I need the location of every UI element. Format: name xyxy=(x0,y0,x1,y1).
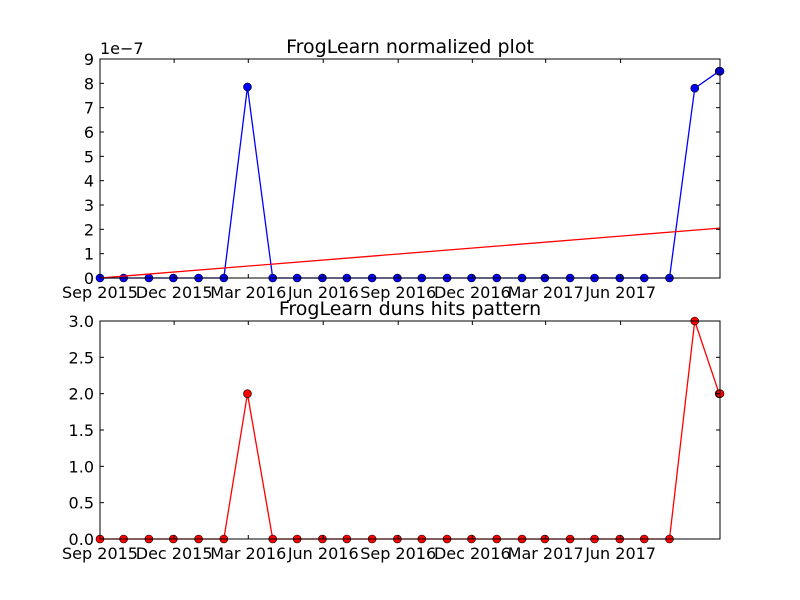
y-tick-label: 1.0 xyxy=(69,457,94,476)
y-offset-label: 1e−7 xyxy=(100,39,144,58)
y-tick-label: 1 xyxy=(84,245,94,264)
y-tick-label: 2.5 xyxy=(69,348,94,367)
x-tick-label: Jun 2016 xyxy=(287,544,359,563)
y-tick-label: 0 xyxy=(84,269,94,288)
x-tick-label: Jun 2016 xyxy=(287,283,359,302)
data-point xyxy=(243,82,252,92)
x-tick-label: Jun 2017 xyxy=(584,544,656,563)
y-tick-label: 5 xyxy=(84,147,94,166)
plot-frame xyxy=(99,320,721,540)
x-tick-label: Mar 2017 xyxy=(508,283,584,302)
x-tick-label: Sep 2015 xyxy=(62,283,138,302)
y-tick-label: 2.0 xyxy=(69,385,94,404)
data-point xyxy=(690,83,700,93)
x-tick-label: Mar 2016 xyxy=(210,544,286,563)
chart-title: FrogLearn normalized plot xyxy=(286,36,534,58)
y-tick-label: 8 xyxy=(84,74,94,93)
x-tick-label: Sep 2016 xyxy=(360,283,436,302)
x-tick-label: Mar 2017 xyxy=(508,544,584,563)
y-tick-label: 1.5 xyxy=(69,421,94,440)
x-tick-label: Mar 2016 xyxy=(210,283,286,302)
normalized-plot-chart: FrogLearn normalized plot 1e−7 0 1 2 3 4 5 6 7 8… xyxy=(62,36,725,302)
y-tick-label: 6 xyxy=(84,123,94,142)
y-tick-label: 2 xyxy=(84,220,94,239)
y-tick-label: 7 xyxy=(84,99,94,118)
x-tick-label: Dec 2015 xyxy=(136,283,213,302)
y-tick-label: 0.5 xyxy=(69,494,94,513)
x-tick-label: Sep 2016 xyxy=(360,544,436,563)
y-tick-label: 3.0 xyxy=(69,312,94,331)
x-tick-label: Jun 2017 xyxy=(584,283,656,302)
x-tick-label: Dec 2015 xyxy=(136,544,213,563)
plot-frame xyxy=(99,58,721,279)
duns-hits-pattern-chart: FrogLearn duns hits pattern 0.0 0.5 1.0 1.5… xyxy=(62,298,725,563)
x-tick-label: Sep 2015 xyxy=(62,544,138,563)
x-tick-label: Dec 2016 xyxy=(434,283,511,302)
y-tick-label: 0.0 xyxy=(69,530,94,549)
y-tick-label: 3 xyxy=(84,196,94,215)
chart-title: FrogLearn duns hits pattern xyxy=(279,298,541,320)
y-tick-label: 4 xyxy=(84,172,94,191)
x-tick-label: Dec 2016 xyxy=(434,544,511,563)
y-tick-label: 9 xyxy=(84,50,94,69)
series-line xyxy=(99,227,721,279)
data-point xyxy=(243,389,252,398)
